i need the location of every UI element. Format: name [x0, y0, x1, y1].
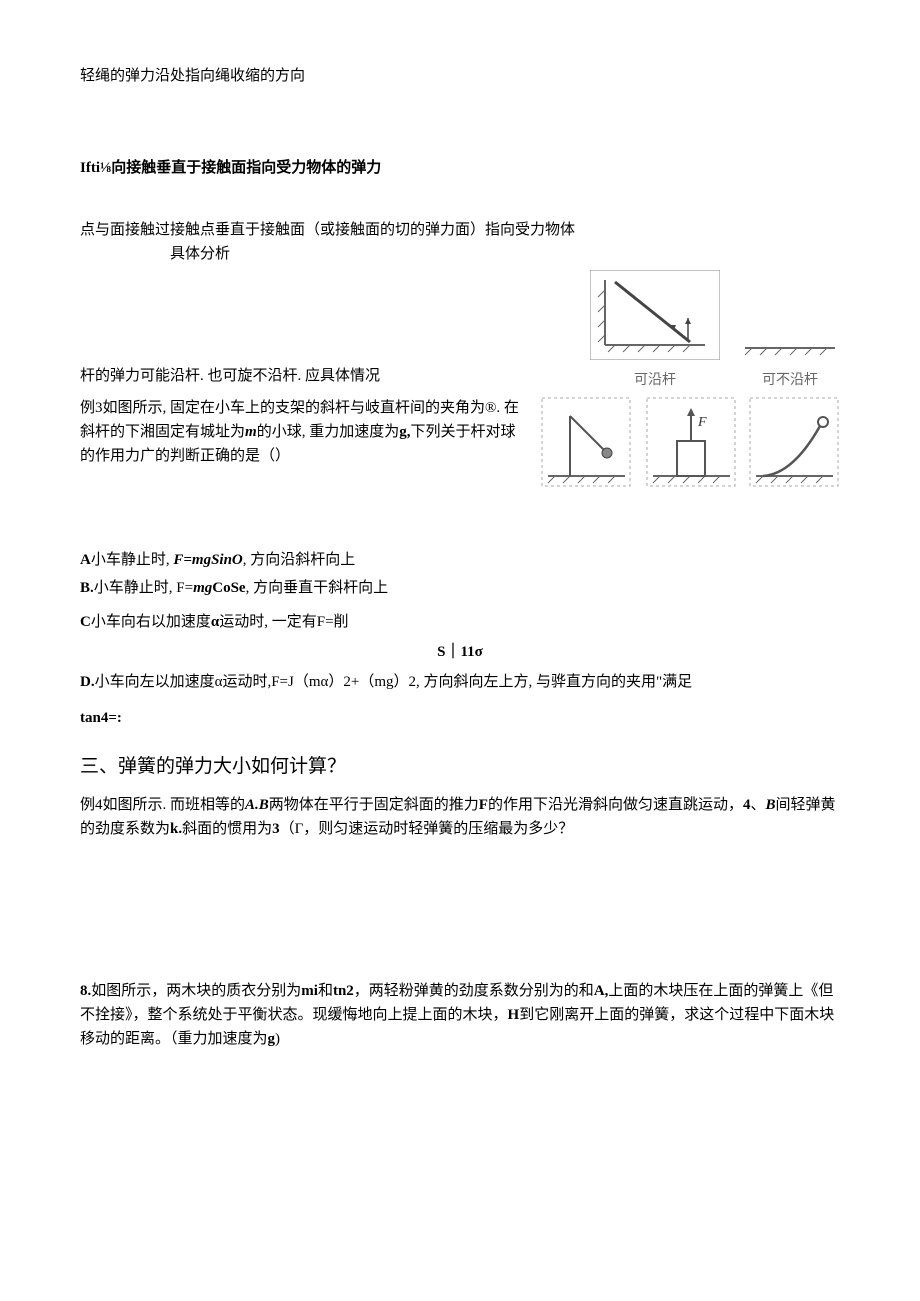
text: , 方向斜向左上方, 与骅直方向的夹用"满足: [416, 674, 692, 690]
text: 三、弹簧的弹力大小如何计算？: [80, 756, 346, 777]
text: S｜11σ: [437, 644, 483, 660]
example3-row: F 例3如图所示, 固定在小车上的支架的斜杆与岐直杆间的夹角为®. 在斜杆的下湘…: [80, 396, 840, 504]
var-a: A,: [594, 983, 609, 999]
option-b: B.小车静止时, F=mgCoSe, 方向垂直干斜杆向上: [80, 576, 840, 600]
text: 小车静止时,: [91, 552, 174, 568]
diagram-svg-2: [740, 270, 840, 360]
text: Ifti⅛向接触垂直于接触面指向受力物体的弹力: [80, 160, 381, 176]
center-expression: S｜11σ: [80, 640, 840, 664]
paragraph-point-surface: 点与面接触过接触点垂直于接触面（或接触面的切的弹力面）指向受力物体 具体分析: [80, 218, 840, 266]
var-g: g: [268, 1031, 276, 1047]
var-mi: mi: [301, 983, 318, 999]
text: 如图所示，两木块的质衣分别为: [91, 983, 301, 999]
label-c: C: [80, 614, 91, 630]
var-alpha: α: [211, 614, 219, 630]
text: 点与面接触过接触点垂直于接触面（或接触面的切的弹力面）指向受力物体: [80, 222, 575, 238]
text: 的作用下沿光滑斜向做匀速直跳运动，: [488, 797, 743, 813]
diagram-svg-3: F: [540, 396, 840, 496]
text: 杆的弹力可能沿杆. 也可旋不沿杆. 应具体情况: [80, 368, 380, 384]
example4-text: 例4如图所示. 而班相等的A.B两物体在平行于固定斜面的推力F的作用下沿光滑斜向…: [80, 793, 840, 841]
diagram-rod-along: 可沿杆: [590, 270, 720, 392]
heading-section-3: 三、弹簧的弹力大小如何计算？: [80, 752, 840, 782]
diagram-svg-1: [590, 270, 720, 360]
var-g: g,: [399, 424, 410, 440]
diagram-row-top: 可沿杆 可不沿杆: [590, 270, 840, 392]
text: 例4如图所示. 而班相等的: [80, 797, 245, 813]
diagram-row-bottom: F: [540, 396, 840, 504]
option-d-tan: tan4=:: [80, 706, 840, 730]
label-b: B.: [80, 580, 94, 596]
var-f: F: [479, 797, 488, 813]
text: ，两轻粉弹黄的劲度系数分别为的和: [354, 983, 594, 999]
text: 的小球, 重力加速度为: [257, 424, 400, 440]
paragraph-rope: 轻绳的弹力沿处指向绳收缩的方向: [80, 64, 840, 88]
text: 运动时, 一定有F=削: [219, 614, 348, 630]
rod-section: 可沿杆 可不沿杆 杆的弹力可能沿杆. 也可旋不沿杆. 应具体情况: [80, 270, 840, 392]
text: 小车向左以加速度α运动时,F=J（mα）2+（mg）2: [95, 674, 416, 690]
var-ab: A.B: [245, 797, 269, 813]
label-d: D.: [80, 674, 95, 690]
var-b: B: [766, 797, 776, 813]
var-tn2: tn2: [333, 983, 354, 999]
option-a: A小车静止时, F=mgSinO, 方向沿斜杆向上: [80, 548, 840, 572]
var-3: 3: [272, 821, 280, 837]
text: , 方向沿斜杆向上: [243, 552, 356, 568]
text: 和: [318, 983, 333, 999]
label-8: 8.: [80, 983, 91, 999]
text: ): [275, 1031, 280, 1047]
problem8-text: 8.如图所示，两木块的质衣分别为mi和tn2，两轻粉弹黄的劲度系数分别为的和A,…: [80, 979, 840, 1051]
formula: F=mgSinO: [173, 552, 242, 568]
var-k: k.: [170, 821, 182, 837]
text: （Γ，则匀速运动时轻弹簧的压缩最为多少？: [280, 821, 574, 837]
var-h: H: [508, 1007, 520, 1023]
text: 具体分析: [170, 246, 230, 262]
diagram-rod-notalong: 可不沿杆: [740, 270, 840, 392]
paragraph-surface: Ifti⅛向接触垂直于接触面指向受力物体的弹力: [80, 156, 840, 180]
var-m: m: [245, 424, 257, 440]
label-a: A: [80, 552, 91, 568]
text: 小车静止时, F=: [94, 580, 193, 596]
option-d: D.小车向左以加速度α运动时,F=J（mα）2+（mg）2, 方向斜向左上方, …: [80, 670, 840, 694]
formula: mg: [193, 580, 212, 596]
text: 轻绳的弹力沿处指向绳收缩的方向: [80, 68, 305, 84]
option-c: C小车向右以加速度α运动时, 一定有F=削: [80, 610, 840, 634]
text: 、: [750, 797, 765, 813]
text: tan4=:: [80, 710, 122, 726]
text: 两物体在平行于固定斜面的推力: [269, 797, 479, 813]
diagram-label-notalong: 可不沿杆: [740, 370, 840, 392]
svg-text:F: F: [697, 415, 707, 430]
text: , 方向垂直干斜杆向上: [246, 580, 389, 596]
text: 斜面的惯用为: [182, 821, 272, 837]
text: 小车向右以加速度: [91, 614, 211, 630]
diagram-label-along: 可沿杆: [590, 370, 720, 392]
text: CoSe: [212, 580, 245, 596]
